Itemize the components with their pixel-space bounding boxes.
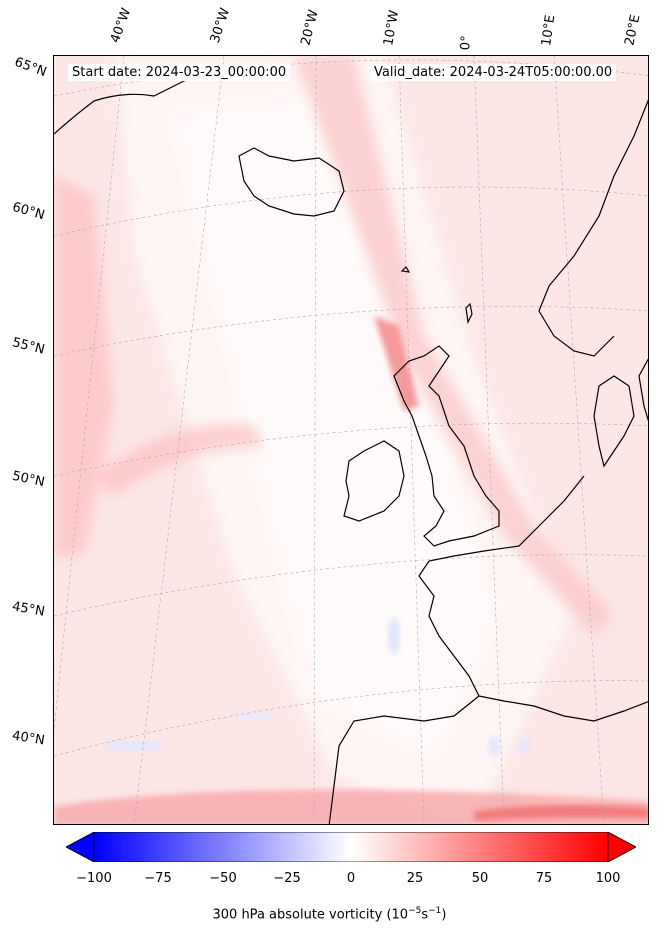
colorbar-tick: 50 — [471, 871, 489, 886]
graticule — [54, 56, 648, 824]
coast-iberia-west — [328, 695, 480, 824]
coast-iberia-north-med — [478, 695, 648, 722]
colorbar-tick: 25 — [406, 871, 424, 886]
vorticity-max-south — [474, 805, 648, 821]
lat-label-40n: 40°N — [11, 728, 46, 749]
colorbar-tick: −25 — [273, 871, 301, 886]
colorbar-tick: −50 — [209, 871, 237, 886]
lat-label-55n: 55°N — [10, 335, 47, 358]
start-date-label: Start date: 2024-03-23_00:00:00 — [68, 64, 291, 81]
lon-label-10w: 10°W — [381, 9, 403, 48]
lon-label-20w: 20°W — [298, 8, 322, 47]
vorticity-max-scotland — [374, 316, 419, 411]
coast-great-britain — [393, 345, 500, 547]
vorticity-streak-main — [294, 56, 614, 636]
negative-vorticity-spot — [104, 741, 164, 751]
vorticity-streak-west — [54, 176, 114, 556]
negative-vorticity-spot — [519, 738, 529, 754]
vorticity-streak-atlantic — [94, 424, 264, 496]
colorbar-tick: −75 — [144, 871, 172, 886]
colorbar-min-extend — [66, 832, 95, 862]
coast-faroe — [400, 266, 411, 273]
colorbar-tick: 75 — [535, 871, 553, 886]
coastlines — [54, 75, 648, 824]
coast-shetland — [465, 302, 473, 324]
lon-label-40w: 40°W — [107, 6, 135, 45]
coast-iceland — [238, 147, 345, 217]
coast-greenland — [54, 75, 195, 135]
negative-vorticity-spot — [234, 712, 274, 720]
lat-label-65n: 65°N — [12, 54, 49, 81]
colorbar — [66, 832, 636, 862]
negative-vorticity-spot — [388, 618, 400, 654]
lat-label-60n: 60°N — [10, 199, 47, 224]
lat-label-45n: 45°N — [10, 599, 46, 620]
lon-label-0: 0° — [458, 34, 475, 51]
vorticity-map — [53, 55, 649, 825]
colorbar-tick: 100 — [595, 871, 621, 886]
white-band-core — [174, 96, 494, 756]
lon-label-30w: 30°W — [207, 6, 234, 45]
colorbar-label: 300 hPa absolute vorticity (10−5s−1) — [212, 906, 447, 923]
lon-label-10e: 10°E — [539, 13, 559, 47]
lon-label-20e: 20°E — [622, 13, 644, 48]
map-canvas — [54, 56, 648, 824]
coast-ireland — [343, 440, 405, 522]
negative-vorticity-spot — [488, 736, 500, 756]
colorbar-max-extend — [607, 832, 636, 862]
lat-label-50n: 50°N — [10, 468, 46, 491]
colorbar-tick: −100 — [76, 871, 112, 886]
coast-sweden — [638, 358, 648, 422]
coast-france — [418, 475, 585, 697]
colorbar-tick: 0 — [346, 871, 356, 886]
valid-date-label: Valid_date: 2024-03-24T05:00:00.00 — [370, 64, 617, 81]
coast-denmark — [593, 375, 635, 468]
colorbar-gradient — [93, 832, 609, 862]
coast-norway — [538, 99, 648, 357]
